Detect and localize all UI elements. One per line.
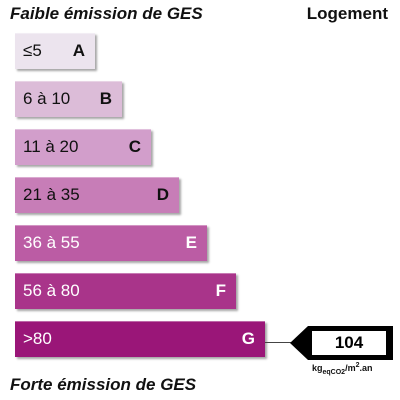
class-bar-a: ≤5 A — [15, 33, 95, 69]
class-letter: C — [128, 137, 141, 156]
class-letter: D — [156, 185, 169, 204]
ges-indicator: 104 — [290, 326, 393, 360]
class-bar-g: >80 G — [15, 321, 265, 357]
indicator-leader-line — [265, 342, 291, 343]
class-bar-d: 21 à 35 D — [15, 177, 179, 213]
unit-main: kg — [312, 363, 323, 373]
high-emission-title: Forte émission de GES — [10, 375, 197, 394]
ges-value: 104 — [334, 333, 364, 352]
housing-label: Logement — [306, 4, 388, 23]
indicator-arrow-shape — [290, 326, 393, 360]
unit-sub: eqCO2 — [322, 368, 346, 376]
class-letter: B — [99, 89, 112, 108]
class-letter: E — [185, 233, 197, 252]
class-letter: F — [215, 281, 226, 300]
class-letter: G — [241, 329, 255, 348]
unit-sup: 2 — [355, 362, 360, 369]
class-bar-b: 6 à 10 B — [15, 81, 122, 117]
class-range: 21 à 35 — [23, 185, 80, 204]
class-bar-c: 11 à 20 C — [15, 129, 151, 165]
unit-end: .an — [359, 363, 373, 373]
class-letter: A — [72, 41, 85, 60]
class-range: >80 — [23, 329, 52, 348]
class-range: ≤5 — [23, 41, 42, 60]
class-range: 11 à 20 — [23, 137, 79, 156]
class-bar-e: 36 à 55 E — [15, 225, 207, 261]
class-range: 6 à 10 — [23, 89, 71, 108]
unit-label: kgeqCO2/m2.an — [312, 362, 373, 376]
class-range: 36 à 55 — [23, 233, 80, 252]
class-bar-f: 56 à 80 F — [15, 273, 236, 309]
unit-rest: /m — [345, 363, 356, 373]
class-range: 56 à 80 — [23, 281, 80, 300]
low-emission-title: Faible émission de GES — [10, 4, 203, 23]
